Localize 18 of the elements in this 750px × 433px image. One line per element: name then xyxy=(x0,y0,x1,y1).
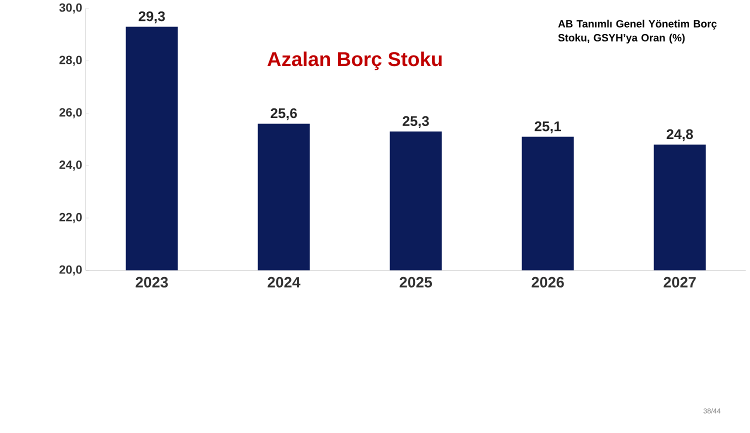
data-label: 25,3 xyxy=(402,116,429,128)
y-tick-label: 20,0 xyxy=(59,265,82,276)
x-tick-label: 2023 xyxy=(136,277,168,288)
y-tick-label: 30,0 xyxy=(59,3,82,14)
x-tick-label: 2024 xyxy=(268,277,300,288)
text: Azalan Borç Stoku xyxy=(267,52,442,70)
x-tick-label: 2025 xyxy=(400,277,432,288)
data-label: 24,8 xyxy=(666,129,693,142)
annotation: AB Tanımlı Genel Yönetim Borç Stoku, GSYH’ya Oran (%) xyxy=(558,20,717,44)
data-label: 25,6 xyxy=(270,108,297,120)
y-tick-label: 26,0 xyxy=(59,108,82,118)
y-tick-label: 28,0 xyxy=(59,56,82,66)
data-label: 29,3 xyxy=(138,11,165,24)
y-tick-label: 22,0 xyxy=(59,212,82,224)
x-tick-label: 2027 xyxy=(664,277,696,288)
y-tick-label: 24,0 xyxy=(59,160,82,171)
x-tick-label: 2026 xyxy=(532,277,564,288)
data-label: 25,1 xyxy=(534,121,561,134)
